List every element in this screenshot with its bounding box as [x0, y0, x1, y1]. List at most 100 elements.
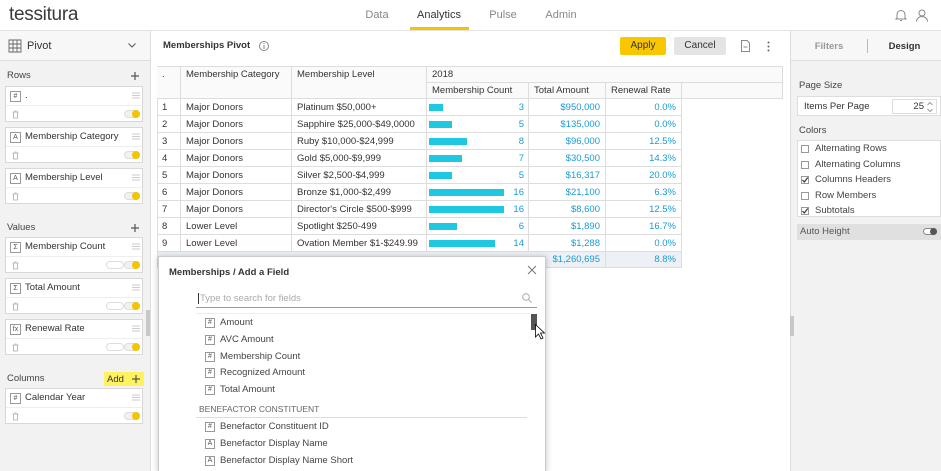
icon-part [132, 174, 140, 181]
scrollbar-thumb[interactable] [531, 314, 537, 330]
checkbox[interactable] [801, 160, 809, 169]
search-input[interactable]: Type to search for fields [196, 291, 537, 308]
drag-handle[interactable] [132, 133, 140, 140]
add-button[interactable]: Add [104, 372, 144, 386]
toggle[interactable] [124, 151, 140, 159]
nav-tab[interactable]: Analytics [416, 9, 462, 21]
info-icon[interactable] [259, 41, 269, 51]
items-per-page-label: Items Per Page [804, 101, 870, 112]
group-divider [196, 417, 527, 418]
field-type-icon: A [205, 455, 215, 466]
toggle[interactable] [124, 302, 140, 310]
user-icon[interactable] [916, 9, 928, 22]
delete-icon[interactable] [11, 151, 20, 160]
add-icon[interactable] [130, 71, 140, 81]
drag-handle[interactable] [132, 394, 140, 401]
toggle[interactable] [124, 343, 140, 351]
option-label[interactable]: Alternating Rows [815, 143, 887, 154]
option-label[interactable]: Row Members [815, 189, 877, 201]
nav-tab[interactable]: Data [365, 9, 389, 21]
field-card[interactable]: #. [5, 86, 143, 122]
total-rate: 8.8% [606, 252, 682, 268]
notifications-icon[interactable] [894, 9, 908, 22]
delete-icon[interactable] [11, 343, 20, 352]
spinner[interactable] [927, 101, 933, 113]
field-option[interactable]: Total Amount [220, 384, 275, 396]
format-box[interactable] [106, 261, 124, 269]
delete-icon[interactable] [11, 302, 20, 311]
delete-icon[interactable] [11, 261, 20, 270]
field-option[interactable]: Recognized Amount [220, 367, 306, 379]
view-dropdown[interactable] [128, 43, 136, 48]
more-icon[interactable] [767, 41, 770, 52]
add-icon[interactable] [130, 223, 140, 233]
tab[interactable]: Design [888, 41, 921, 52]
checkbox[interactable] [801, 145, 809, 153]
drag-handle[interactable] [132, 243, 140, 250]
checkbox[interactable] [801, 207, 809, 215]
toggle[interactable] [124, 261, 140, 269]
field-option[interactable]: Benefactor Display Name Short [220, 454, 354, 466]
field-option[interactable]: Benefactor Constituent ID [220, 421, 329, 432]
delete-icon[interactable] [11, 110, 20, 119]
field-card[interactable]: # Calendar Year [5, 388, 143, 424]
drag-handle[interactable] [132, 92, 140, 99]
count-bar [429, 138, 467, 145]
items-per-page-input[interactable]: 25 [892, 99, 937, 114]
icon-part [801, 145, 809, 153]
toggle[interactable] [124, 192, 140, 200]
field-card[interactable]: fx Renewal Rate [5, 319, 143, 355]
delete-icon[interactable] [11, 412, 20, 421]
icon-part [132, 92, 140, 99]
icon-part [132, 375, 140, 383]
drag-handle[interactable] [132, 284, 140, 291]
field-card[interactable]: Σ Total Amount [5, 278, 143, 314]
splitter-handle[interactable] [146, 310, 150, 336]
toggle[interactable] [124, 110, 140, 118]
option-label[interactable]: Subtotals [815, 205, 855, 216]
close-icon[interactable] [527, 265, 537, 275]
field-card[interactable]: A Membership Category [5, 127, 143, 163]
icon-part [527, 265, 537, 275]
cancel-button[interactable]: Cancel [674, 37, 726, 55]
search-icon [522, 293, 532, 303]
field-type-icon: A [10, 132, 21, 143]
row-level: Bronze $1,000-$2,499 [292, 184, 427, 201]
drag-handle[interactable] [132, 325, 140, 332]
field-name: Membership Category [25, 131, 119, 142]
field-option[interactable]: AVC Amount [220, 333, 274, 345]
icon-part [132, 325, 140, 332]
icon-part [12, 412, 19, 421]
format-box[interactable] [106, 302, 124, 310]
option-label[interactable]: Alternating Columns [815, 158, 901, 170]
field-option[interactable]: Benefactor Display Name [220, 437, 328, 449]
nav-tab[interactable]: Admin [545, 9, 577, 21]
icon-part [12, 261, 19, 270]
rate-cell: 6.3% [606, 184, 682, 201]
checkbox[interactable] [801, 176, 809, 184]
count-bar [429, 240, 495, 247]
mouse-cursor [535, 323, 546, 340]
tab[interactable]: Filters [814, 41, 844, 52]
field-card[interactable]: A Membership Level [5, 168, 143, 204]
field-card[interactable]: Σ Membership Count [5, 237, 143, 273]
export-icon[interactable] [741, 40, 750, 52]
toggle[interactable] [124, 412, 140, 420]
drag-handle[interactable] [132, 174, 140, 181]
panel-handle[interactable] [790, 316, 794, 336]
option-label[interactable]: Columns Headers [815, 174, 892, 185]
count-value: 5 [518, 119, 524, 130]
checkbox[interactable] [801, 191, 809, 200]
format-box[interactable] [106, 343, 124, 351]
field-option[interactable]: Membership Count [220, 350, 301, 362]
field-type-icon: # [205, 318, 215, 328]
auto-height-toggle[interactable] [923, 228, 937, 235]
nav-tab[interactable]: Pulse [489, 9, 517, 21]
apply-button[interactable]: Apply [620, 37, 666, 55]
icon-part [128, 43, 136, 48]
field-option[interactable]: Amount [220, 317, 253, 328]
icon-part [741, 40, 750, 52]
amount-cell: $135,000 [529, 116, 606, 133]
delete-icon[interactable] [11, 192, 20, 201]
icon-part [801, 160, 809, 169]
